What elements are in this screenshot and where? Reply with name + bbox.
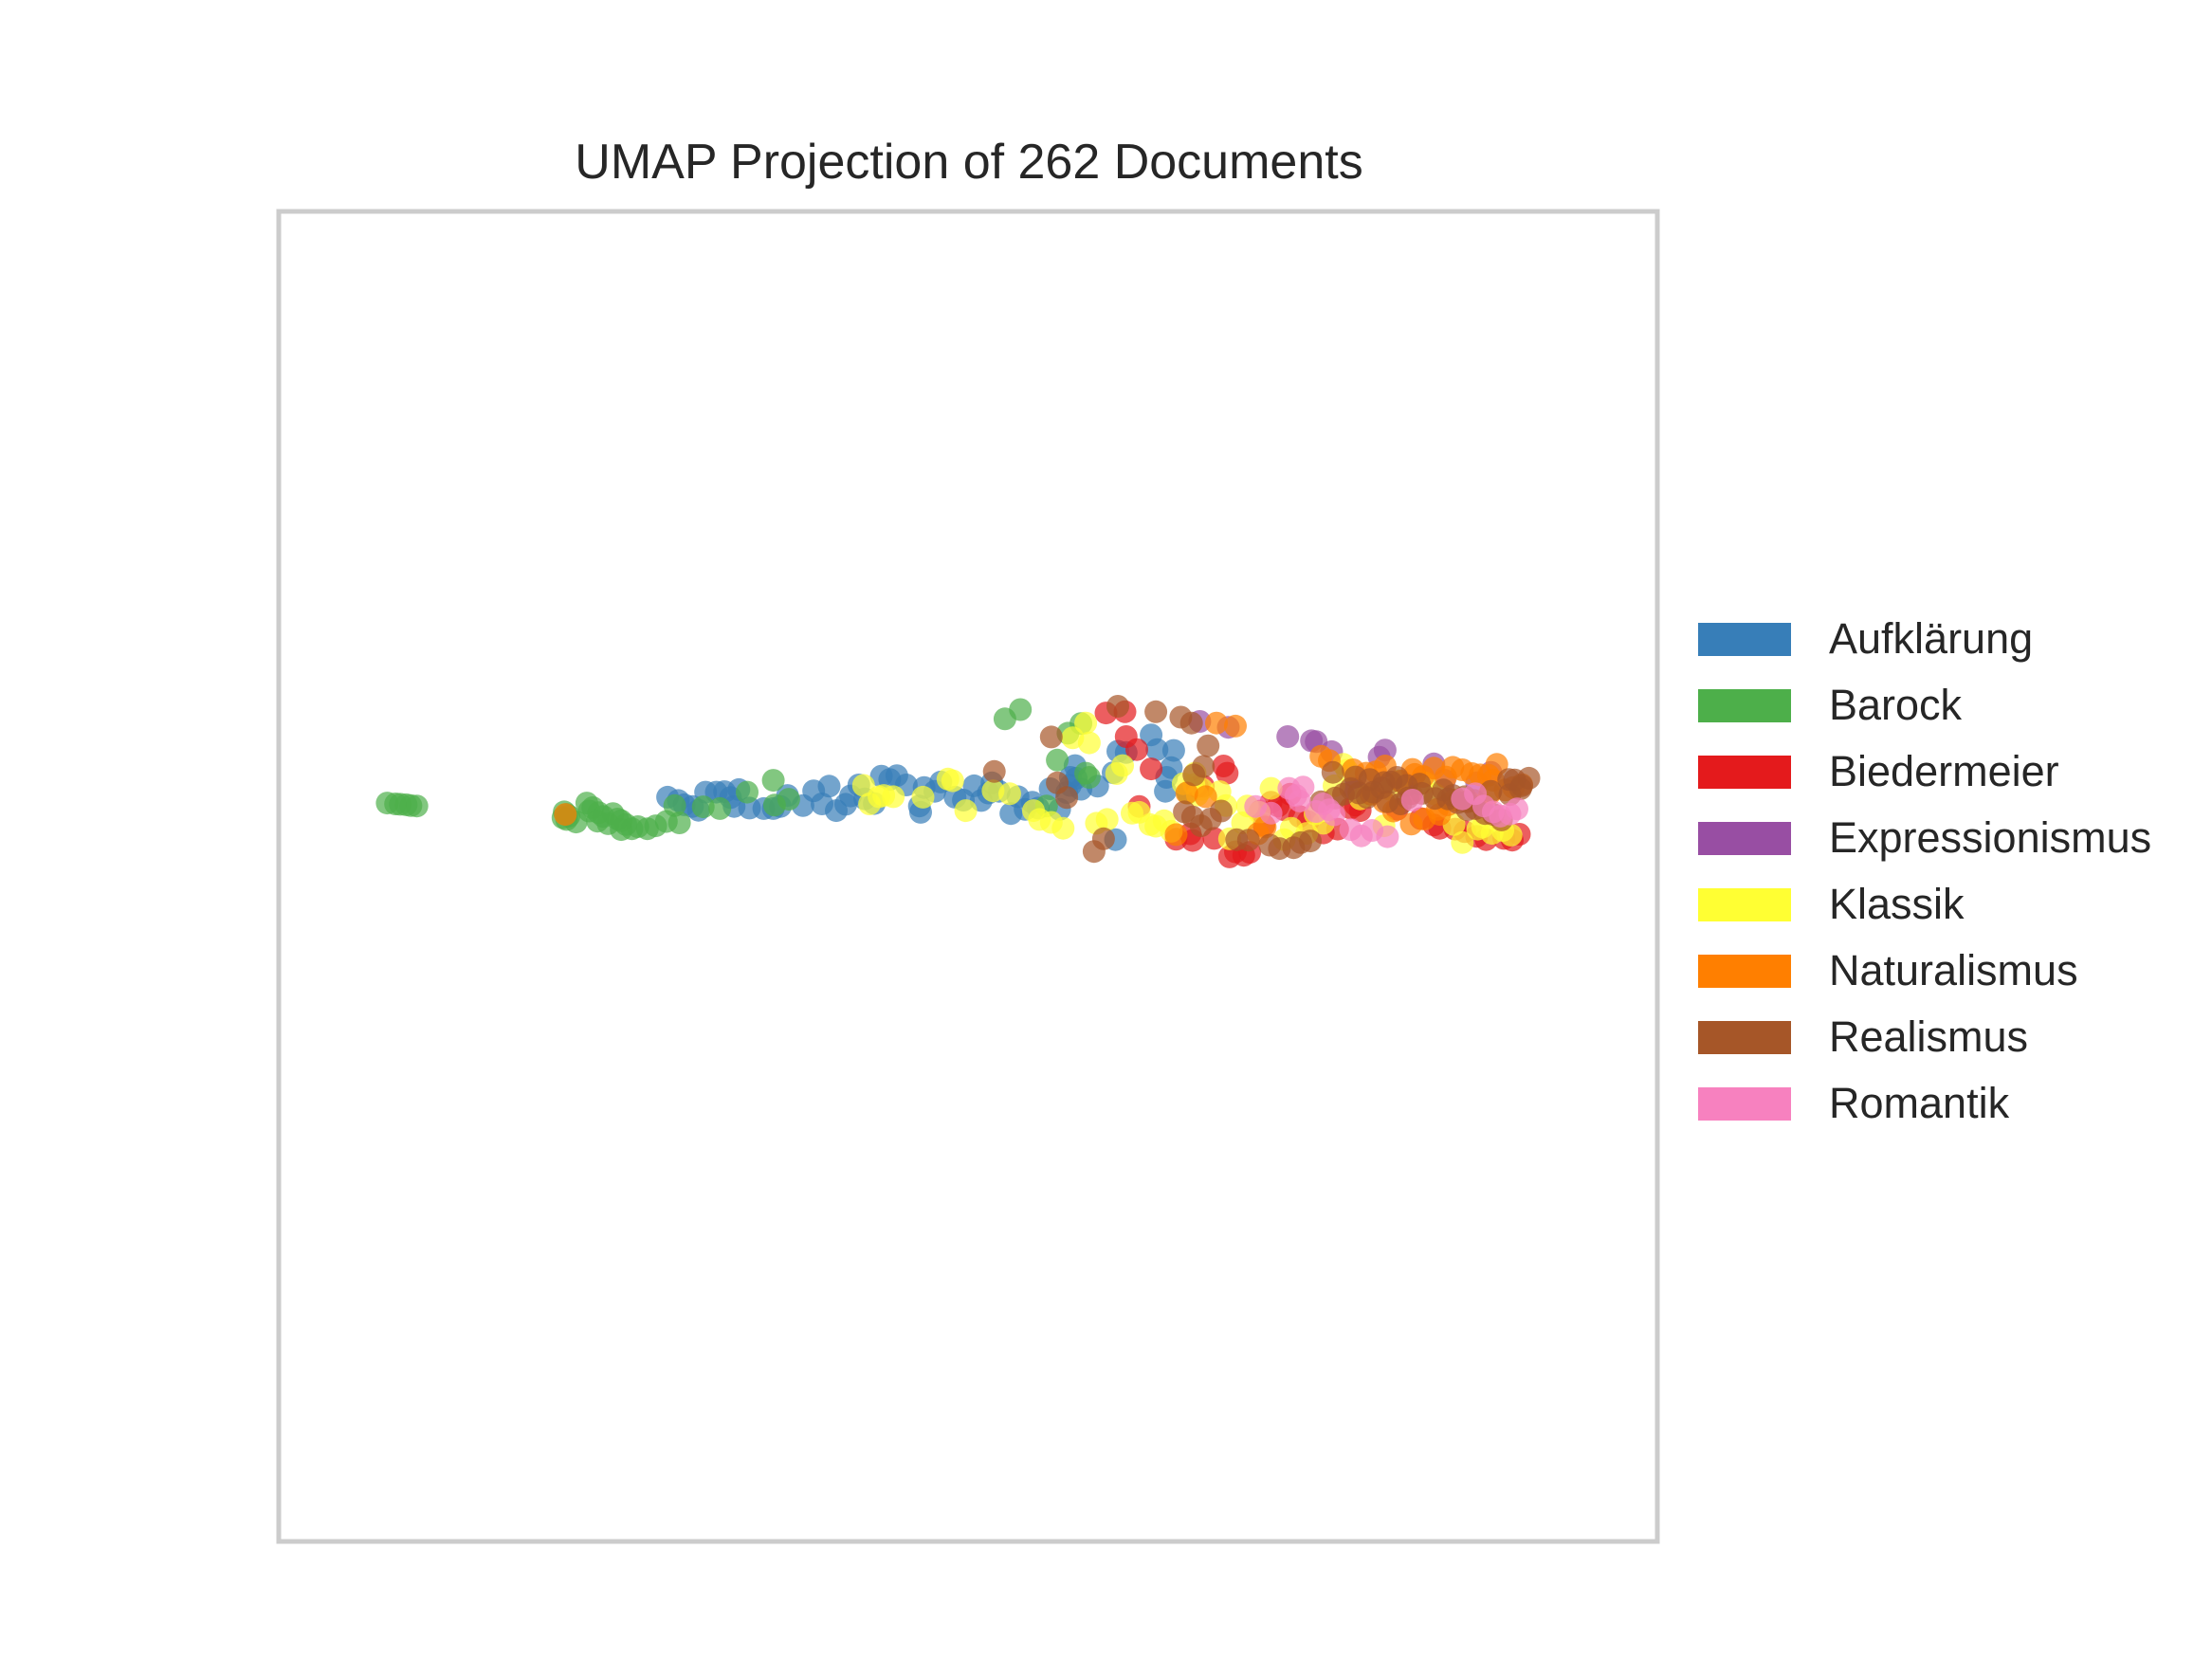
scatter-point <box>1506 797 1528 821</box>
scatter-point <box>736 780 759 804</box>
legend-label: Aufklärung <box>1829 614 2033 663</box>
scatter-point <box>1321 760 1344 784</box>
legend-label: Klassik <box>1829 880 1965 928</box>
legend: Aufklärung Barock Biedermeier Expressionism… <box>1698 614 2151 1127</box>
scatter-point <box>1175 781 1198 805</box>
legend-swatch <box>1698 756 1791 789</box>
scatter-point <box>1095 808 1119 831</box>
legend-swatch <box>1698 1021 1791 1054</box>
scatter-point <box>1194 785 1217 809</box>
scatter-point <box>691 795 715 819</box>
scatter-point <box>1161 738 1185 762</box>
scatter-point <box>1179 711 1203 735</box>
scatter-point <box>1051 816 1075 840</box>
scatter-point <box>1164 823 1188 847</box>
series-7 <box>1244 775 1528 848</box>
chart-title: UMAP Projection of 262 Documents <box>575 135 1362 190</box>
scatter-point <box>1259 776 1283 800</box>
scatter-point <box>1192 755 1216 778</box>
scatter-point <box>667 811 691 834</box>
scatter-point <box>1212 755 1235 777</box>
scatter-point <box>1373 738 1397 762</box>
scatter-point <box>1077 731 1101 755</box>
legend-label: Expressionismus <box>1829 813 2151 862</box>
scatter-point <box>1197 734 1220 757</box>
scatter-point <box>998 782 1021 806</box>
scatter-point <box>663 793 686 817</box>
scatter-point <box>761 769 785 793</box>
scatter-point <box>1376 825 1399 848</box>
scatter-point <box>1210 799 1233 823</box>
scatter-point <box>941 769 964 793</box>
scatter-point <box>1111 754 1134 777</box>
scatter-point <box>708 796 732 820</box>
scatter-point <box>1140 757 1163 781</box>
scatter-point <box>1055 786 1079 810</box>
legend-label: Romantik <box>1829 1079 2010 1127</box>
scatter-point <box>1106 695 1129 718</box>
scatter-point <box>1074 761 1098 785</box>
scatter-point <box>1276 725 1300 748</box>
legend-swatch <box>1698 1087 1791 1121</box>
scatter-point <box>405 794 429 818</box>
legend-swatch <box>1698 689 1791 722</box>
scatter-point <box>1224 714 1247 738</box>
scatter-point <box>1236 829 1260 852</box>
scatter-point <box>1144 700 1168 723</box>
scatter-point <box>1259 801 1283 825</box>
scatter-point <box>1039 725 1063 749</box>
scatter-point <box>1299 830 1322 853</box>
scatter-point <box>1082 840 1106 864</box>
legend-swatch <box>1698 623 1791 656</box>
legend-swatch <box>1698 955 1791 988</box>
scatter-point <box>817 775 841 798</box>
scatter-point <box>1323 803 1345 827</box>
legend-swatch <box>1698 888 1791 921</box>
scatter-point <box>1074 711 1098 735</box>
legend-label: Barock <box>1829 681 1963 729</box>
points-layer <box>375 695 1541 868</box>
scatter-point <box>1125 738 1148 761</box>
legend-label: Naturalismus <box>1829 946 2078 994</box>
legend-label: Biedermeier <box>1829 747 2059 795</box>
scatter-point <box>882 785 905 809</box>
scatter-point <box>954 799 978 823</box>
scatter-point <box>1451 830 1474 854</box>
scatter-point <box>1121 801 1143 825</box>
legend-swatch <box>1698 822 1791 855</box>
scatter-point <box>1400 789 1424 811</box>
scatter-point <box>1288 789 1311 812</box>
scatter-point <box>911 785 935 809</box>
plot-frame <box>276 209 1660 1544</box>
scatter-point <box>1046 748 1069 772</box>
scatter-point <box>1154 779 1178 803</box>
scatter-point <box>777 788 800 811</box>
scatter-point <box>1508 777 1532 800</box>
scatter-point <box>1145 738 1169 761</box>
scatter-point <box>1009 698 1033 721</box>
scatter-point <box>554 803 577 827</box>
scatter-point <box>1205 711 1228 735</box>
legend-label: Realismus <box>1829 1012 2028 1061</box>
scatter-point <box>982 759 1006 783</box>
